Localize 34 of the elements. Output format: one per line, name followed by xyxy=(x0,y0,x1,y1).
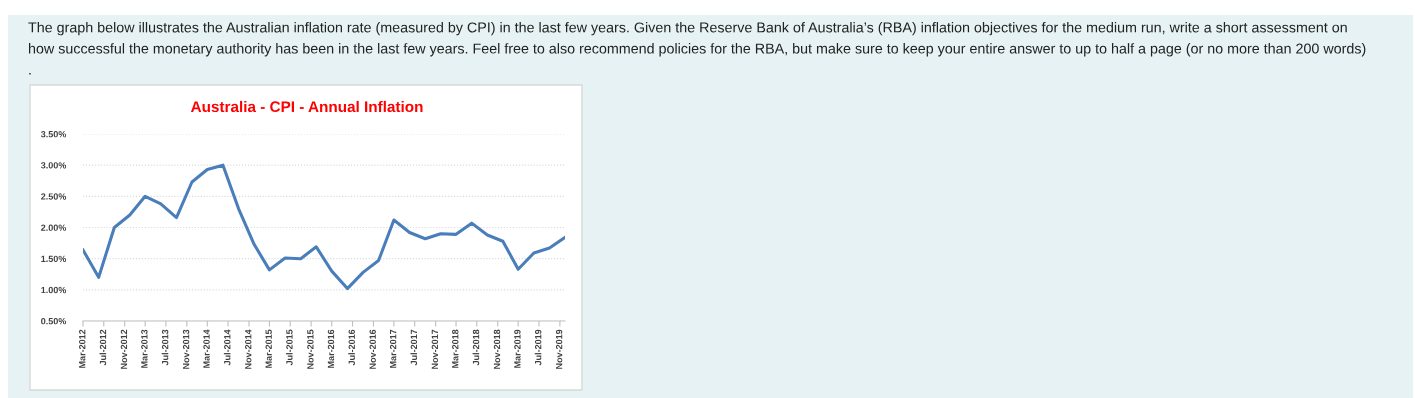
x-tick-label: Mar-2016 xyxy=(327,329,335,368)
x-tick-label: Jul-2015 xyxy=(286,329,293,366)
y-tick-label: 2.50% xyxy=(41,193,67,200)
x-tick-label: Mar-2014 xyxy=(203,329,210,368)
y-tick-label: 3.00% xyxy=(40,162,67,169)
x-tick-label: Mar-2015 xyxy=(265,329,272,368)
x-tick-label: Mar-2017 xyxy=(389,329,397,368)
x-tick-label: Nov-2014 xyxy=(245,329,252,369)
y-tick-label: 1.00% xyxy=(41,286,67,294)
x-tick-label: Mar-2012 xyxy=(79,329,86,368)
x-tick-label: Nov-2015 xyxy=(307,329,314,369)
text: The graph below illustrates the Australian inflation rate (measured by CPI) in the last few years. Given the Reserve Bank of Australia’s (RBA) inflation objectives for the medium run, write a short assessment on how successful the monetary authority has been in the last few years. Feel free to also recommend policies for the RBA, but make sure to keep your entire answer to up to half a page (or no more than 200 words) . xyxy=(28,22,1366,75)
x-tick-label: Jul-2018 xyxy=(472,329,480,366)
x-tick-label: Nov-2016 xyxy=(369,329,376,369)
y-tick-label: 3.50% xyxy=(40,130,67,138)
y-tick-label: 2.00% xyxy=(41,224,67,231)
x-tick-label: Mar-2019 xyxy=(514,329,521,368)
x-tick-label: Nov-2012 xyxy=(120,329,128,369)
chart-title: Australia - CPI - Annual Inflation xyxy=(190,100,423,113)
x-tick-label: Nov-2018 xyxy=(493,329,501,369)
x-tick-label: Jul-2014 xyxy=(223,329,231,366)
x-tick-label: Nov-2017 xyxy=(431,329,439,369)
x-tick-label: Jul-2019 xyxy=(534,329,542,366)
x-tick-label: Mar-2018 xyxy=(452,329,459,368)
x-tick-label: Nov-2013 xyxy=(182,329,190,369)
y-tick-label: 1.50% xyxy=(41,255,67,263)
line-series xyxy=(83,163,565,291)
x-tick-label: Jul-2012 xyxy=(99,329,107,366)
x-tick-label: Jul-2017 xyxy=(410,329,418,366)
x-tick-label: Jul-2016 xyxy=(348,329,355,366)
x-tick-label: Nov-2019 xyxy=(555,329,563,369)
y-tick-label: 0.50% xyxy=(41,317,67,325)
x-tick-label: Jul-2013 xyxy=(161,329,169,366)
x-tick-label: Mar-2013 xyxy=(141,329,148,368)
